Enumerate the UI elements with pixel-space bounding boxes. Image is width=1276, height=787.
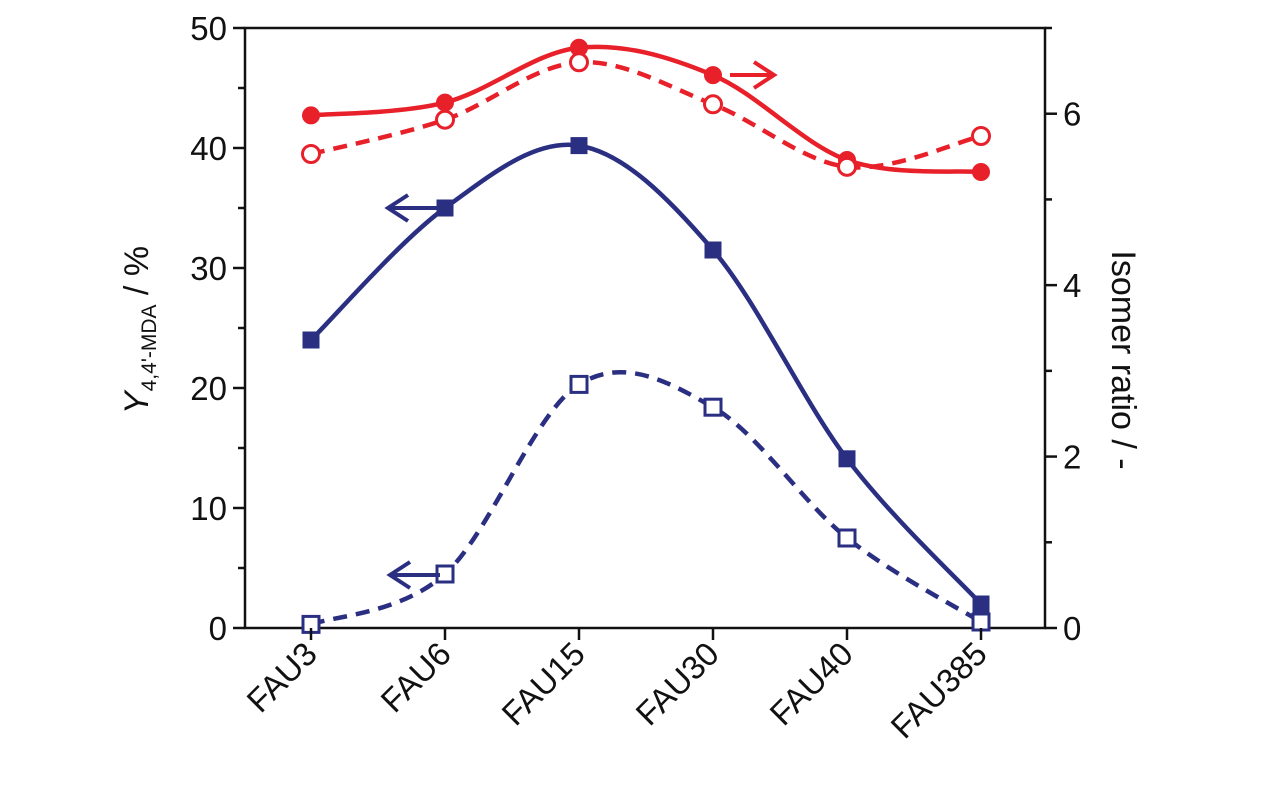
left-y-axis-title-sub: 4,4'-MDA [138, 305, 161, 392]
x-tick-label: FAU6 [373, 635, 458, 720]
x-tick-label: FAU3 [239, 635, 324, 720]
series-1-point [570, 137, 588, 155]
left-arrow-blue-dashed-head [386, 560, 412, 590]
x-tick-label: FAU385 [883, 635, 993, 745]
x-tick-label: FAU15 [494, 635, 592, 733]
series-4-point [971, 126, 991, 146]
right-y-axis-title: Isomer ratio / - [1104, 250, 1142, 469]
series-1-point [302, 331, 320, 349]
series-4-point [301, 144, 321, 164]
series-4-point [837, 156, 857, 177]
arrow-layer [384, 60, 778, 590]
left-y-axis-title: Y4,4'-MDA / % [118, 246, 161, 414]
series-4-point [435, 109, 455, 130]
left-y-tick-label: 40 [190, 130, 227, 167]
series-3-point [972, 163, 990, 181]
left-y-axis-title-unit: / % [118, 246, 156, 305]
series-2-point [703, 397, 723, 417]
series-1-point [704, 241, 722, 259]
left-y-tick-label: 50 [190, 10, 227, 47]
series-4-line [310, 59, 982, 170]
series-1-point [972, 595, 990, 613]
right-arrow-red-head [752, 60, 778, 90]
x-tick-label: FAU30 [628, 635, 726, 733]
series-1-line [309, 142, 983, 606]
series-2-point [837, 528, 857, 548]
series-3-point [704, 66, 722, 85]
series-4-point [703, 94, 723, 115]
series-3 [302, 38, 990, 181]
series-1-point [838, 450, 856, 468]
left-y-tick-label: 30 [190, 250, 227, 287]
series-3-point [436, 93, 454, 112]
series-2-point [569, 374, 589, 394]
right-y-tick-label: 6 [1063, 96, 1081, 133]
x-tick-label: FAU40 [762, 635, 860, 733]
series-4-point [569, 52, 589, 73]
series-2 [301, 369, 991, 634]
right-y-axis-ticks: 0 2 4 6 [1045, 26, 1081, 647]
left-y-tick-label: 0 [209, 610, 227, 647]
plot-area [243, 26, 1047, 630]
left-y-axis-title-main: Y [118, 389, 156, 414]
right-y-tick-label: 4 [1063, 267, 1081, 304]
left-y-tick-label: 10 [190, 490, 227, 527]
series-1-point [436, 199, 454, 217]
right-y-tick-label: 0 [1063, 610, 1081, 647]
right-y-tick-label: 2 [1063, 439, 1081, 476]
x-axis-ticks: FAU3 FAU6 FAU15 FAU30 FAU40 FAU385 [239, 628, 994, 745]
left-arrow-blue-solid-head [384, 193, 410, 223]
series-4 [301, 52, 991, 177]
series-2-point [971, 612, 991, 632]
series-3-point [302, 106, 320, 125]
left-y-axis-ticks: 0 10 20 30 40 50 [190, 10, 245, 647]
left-y-tick-label: 20 [190, 370, 227, 407]
series-1 [302, 137, 990, 613]
plot-frame [243, 26, 1047, 630]
series-3-line [310, 44, 982, 175]
series-layer [301, 38, 991, 634]
